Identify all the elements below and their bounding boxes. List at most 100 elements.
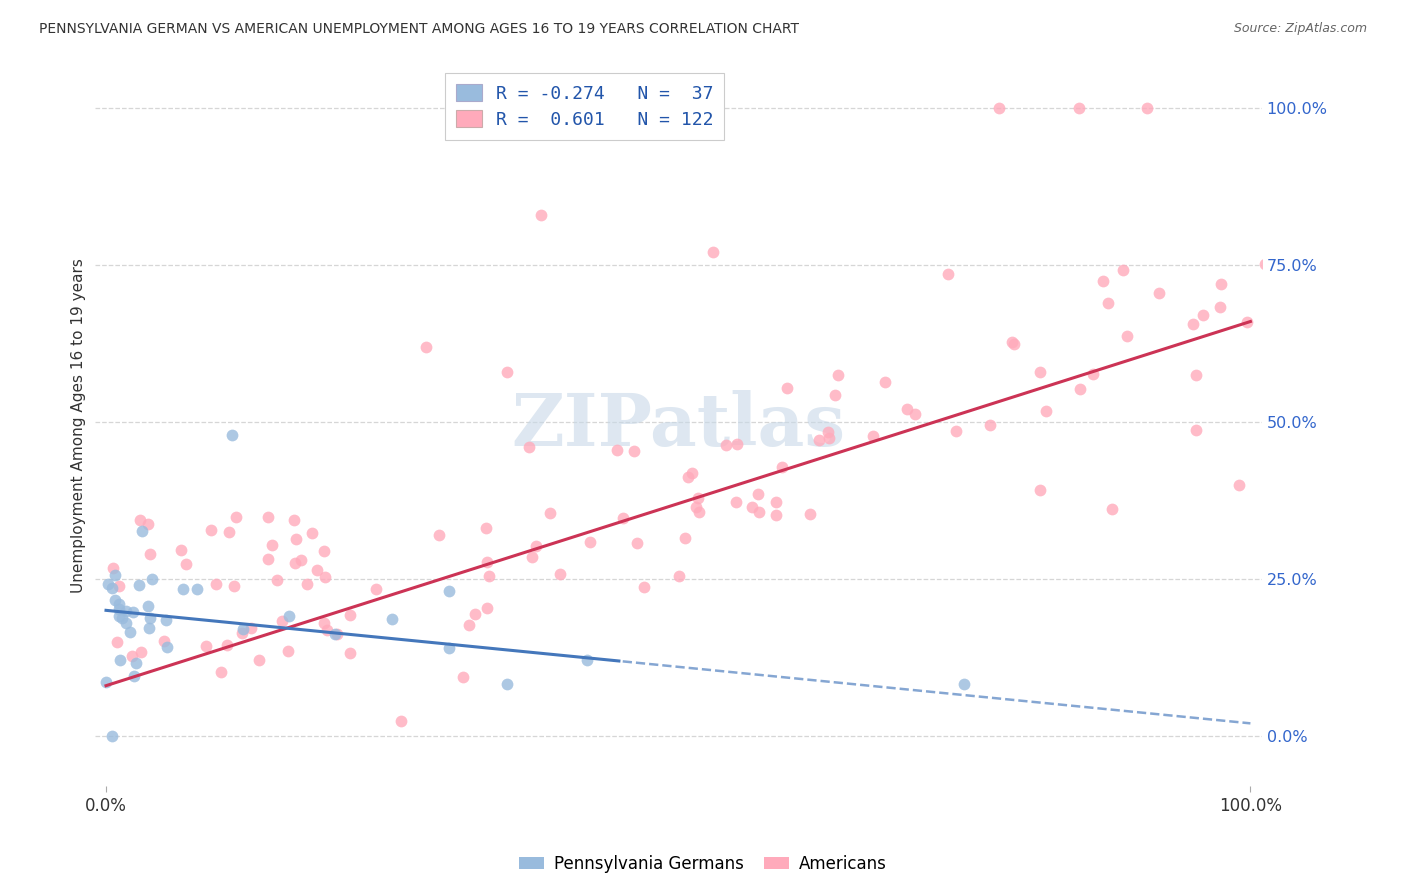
Point — [200, 523, 222, 537]
Point — [702, 245, 724, 260]
Point — [1101, 501, 1123, 516]
Point — [747, 487, 769, 501]
Point — [122, 669, 145, 683]
Point — [765, 495, 787, 509]
Point — [139, 611, 162, 625]
Point — [104, 592, 127, 607]
Point — [262, 538, 284, 552]
Point — [138, 621, 160, 635]
Point — [290, 553, 312, 567]
Point — [1253, 257, 1275, 271]
Point — [131, 524, 153, 539]
Point — [807, 433, 830, 447]
Point — [115, 616, 138, 631]
Point — [339, 607, 361, 622]
Point — [139, 547, 162, 561]
Point — [1227, 477, 1250, 491]
Point — [1191, 308, 1213, 322]
Point — [195, 639, 218, 653]
Point — [122, 606, 145, 620]
Point — [714, 438, 737, 452]
Point — [364, 582, 387, 596]
Point — [129, 645, 152, 659]
Point — [128, 577, 150, 591]
Point — [155, 614, 177, 628]
Point — [141, 572, 163, 586]
Point — [953, 677, 976, 691]
Point — [153, 634, 176, 648]
Point — [256, 510, 278, 524]
Point — [688, 491, 710, 505]
Point — [575, 653, 598, 667]
Point — [314, 569, 336, 583]
Point — [1209, 300, 1232, 314]
Legend: Pennsylvania Germans, Americans: Pennsylvania Germans, Americans — [512, 848, 894, 880]
Point — [673, 532, 696, 546]
Point — [136, 516, 159, 531]
Point — [115, 604, 138, 618]
Point — [987, 101, 1010, 115]
Point — [257, 551, 280, 566]
Point — [415, 340, 437, 354]
Point — [1097, 296, 1119, 310]
Point — [218, 524, 240, 539]
Point — [232, 622, 254, 636]
Point — [1029, 365, 1052, 379]
Point — [209, 665, 232, 679]
Point — [247, 653, 270, 667]
Point — [548, 567, 571, 582]
Point — [517, 440, 540, 454]
Point — [325, 627, 347, 641]
Point — [1115, 328, 1137, 343]
Point — [270, 614, 292, 628]
Point — [111, 611, 134, 625]
Point — [945, 424, 967, 438]
Point — [297, 577, 319, 591]
Point — [765, 508, 787, 523]
Point — [108, 602, 131, 616]
Point — [138, 599, 160, 613]
Point — [277, 644, 299, 658]
Point — [464, 607, 486, 622]
Point — [186, 582, 208, 597]
Point — [668, 568, 690, 582]
Point — [285, 532, 308, 546]
Point — [221, 427, 243, 442]
Point — [1185, 368, 1208, 382]
Point — [1147, 286, 1170, 301]
Point — [231, 626, 253, 640]
Legend: R = -0.274   N =  37, R =  0.601   N = 122: R = -0.274 N = 37, R = 0.601 N = 122 — [446, 73, 724, 139]
Point — [827, 368, 849, 383]
Point — [770, 459, 793, 474]
Y-axis label: Unemployment Among Ages 16 to 19 years: Unemployment Among Ages 16 to 19 years — [72, 258, 86, 592]
Point — [904, 407, 927, 421]
Point — [776, 381, 799, 395]
Point — [301, 526, 323, 541]
Point — [108, 609, 131, 624]
Text: ZIPatlas: ZIPatlas — [512, 390, 845, 460]
Point — [1002, 336, 1025, 351]
Point — [936, 267, 959, 281]
Point — [725, 437, 748, 451]
Point — [312, 616, 335, 631]
Point — [817, 425, 839, 440]
Point — [538, 506, 561, 520]
Point — [1185, 423, 1208, 437]
Point — [474, 521, 496, 535]
Point — [96, 675, 118, 690]
Point — [439, 583, 461, 598]
Point — [676, 469, 699, 483]
Point — [1081, 367, 1104, 381]
Point — [104, 568, 127, 582]
Point — [323, 627, 346, 641]
Point — [128, 513, 150, 527]
Point — [1181, 317, 1204, 331]
Point — [1028, 483, 1050, 497]
Point — [612, 511, 634, 525]
Point — [284, 556, 307, 570]
Point — [305, 563, 328, 577]
Point — [108, 579, 131, 593]
Point — [1091, 274, 1114, 288]
Point — [530, 208, 553, 222]
Point — [222, 579, 245, 593]
